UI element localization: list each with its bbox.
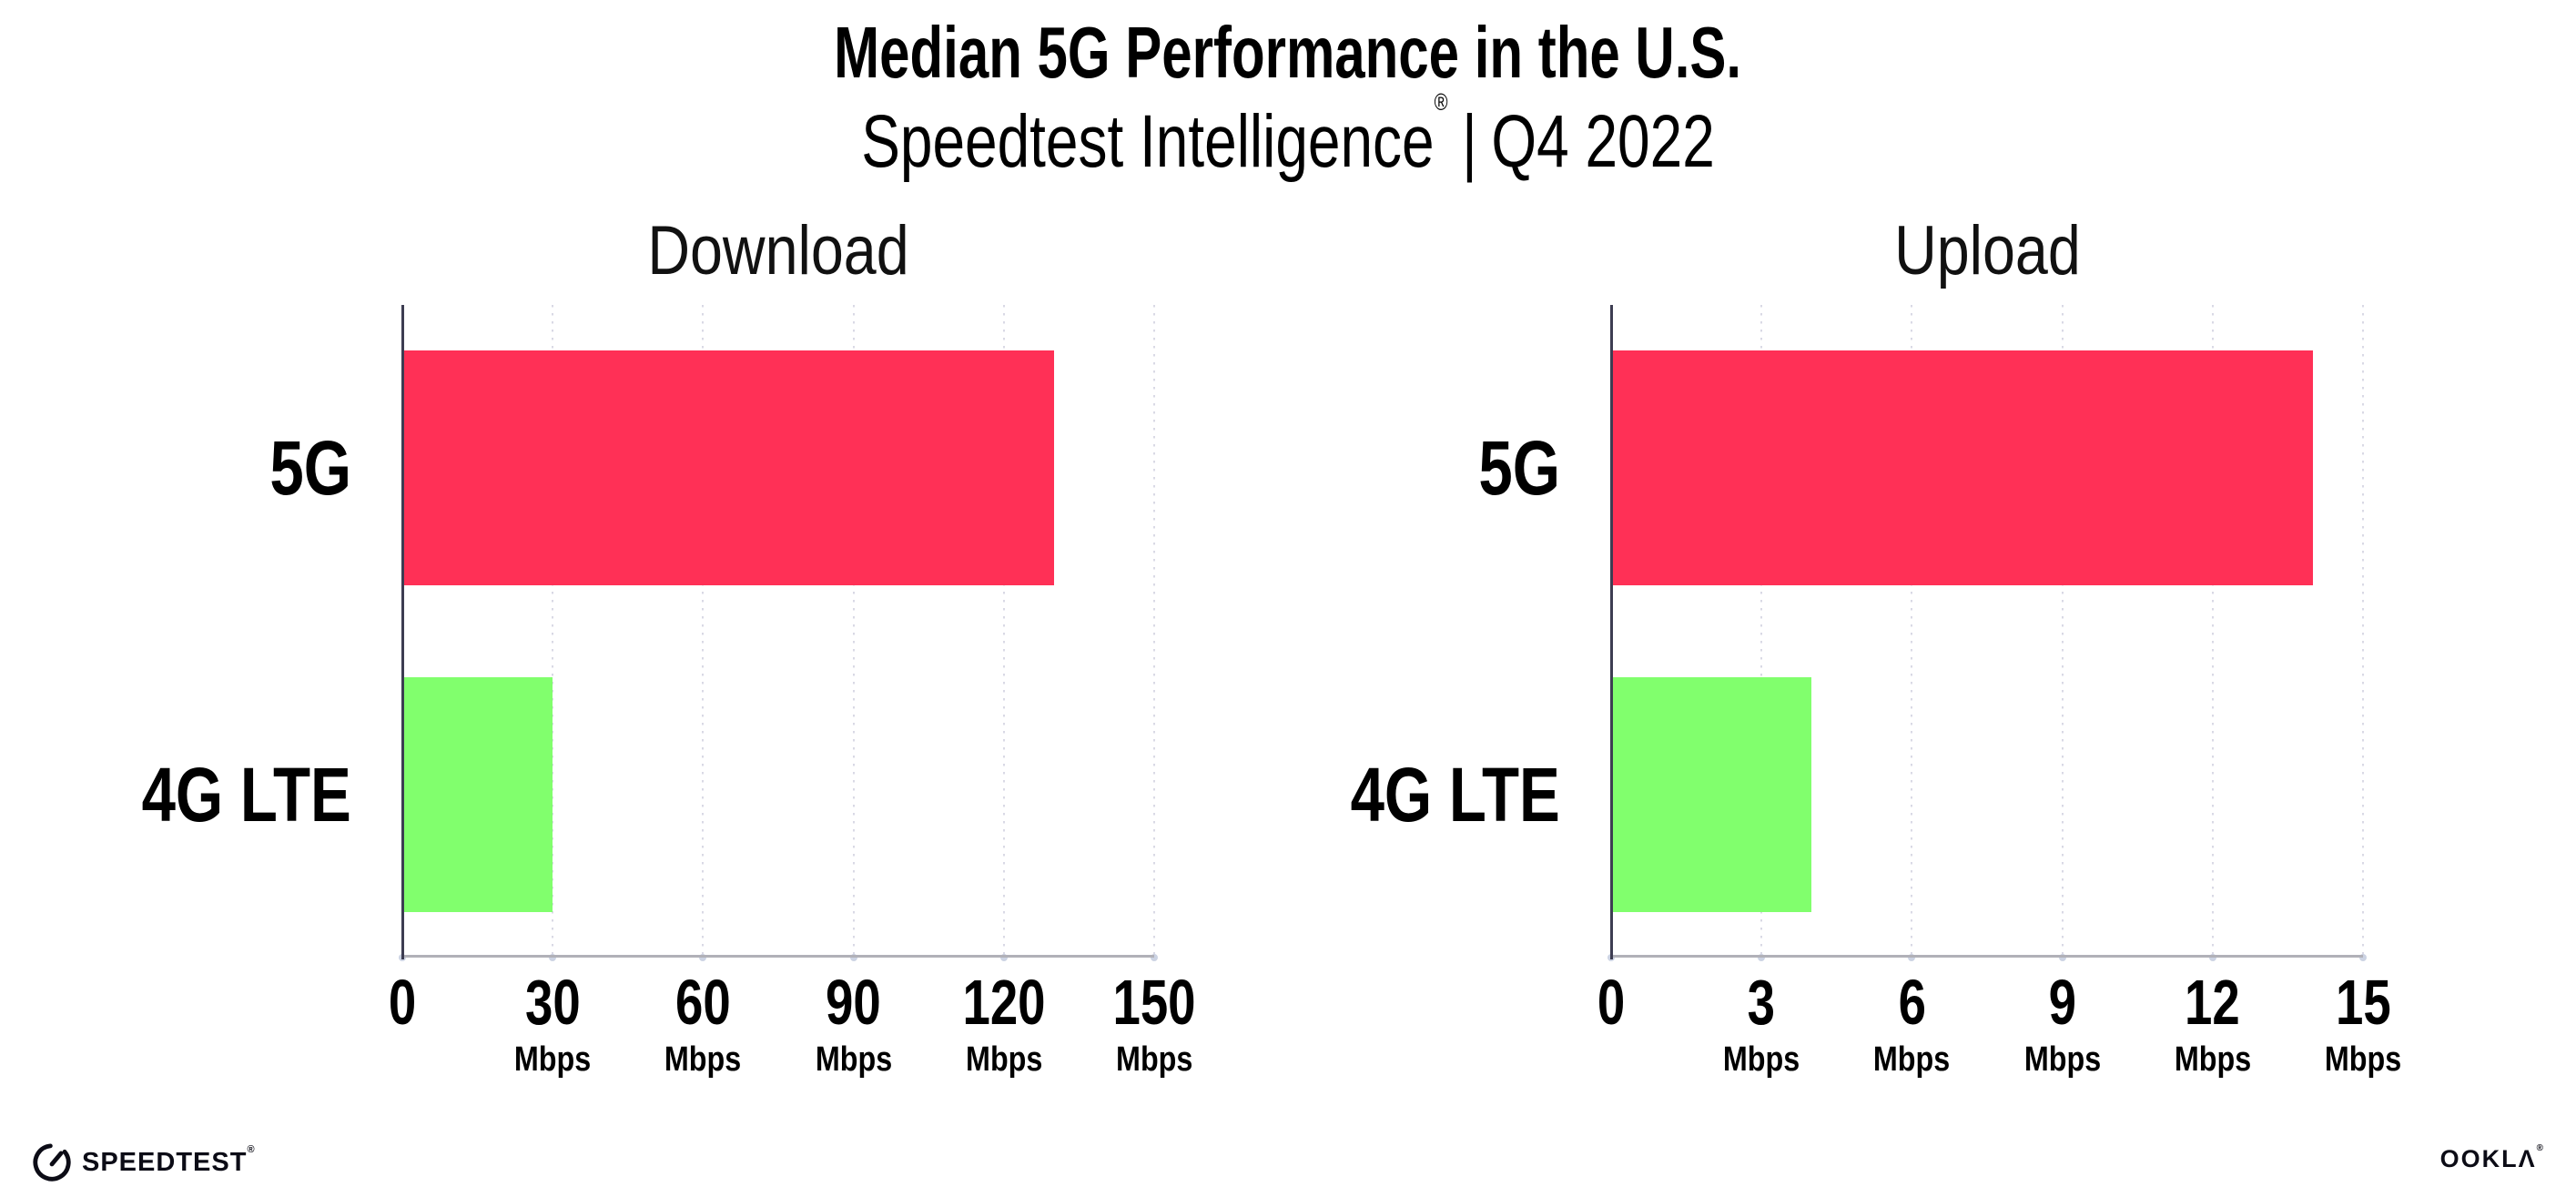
gridline — [2061, 305, 2064, 958]
category-label-text: 4G LTE — [141, 751, 351, 837]
gridline — [702, 305, 705, 958]
x-tick-90: 90 Mbps — [808, 970, 898, 1078]
speedtest-wordmark: SPEEDTEST® — [82, 1143, 256, 1177]
x-tick-value: 12 — [2185, 967, 2241, 1038]
x-tick-value: 0 — [1597, 967, 1626, 1038]
chart-title-text: Download — [647, 212, 909, 289]
bar-5g — [402, 350, 1054, 586]
tick-dot — [699, 954, 707, 961]
x-tick-labels: 0 3 Mbps 6 Mbps 9 Mbps 12 Mbps 15 Mbps — [1597, 970, 2401, 1098]
registered-mark: ® — [247, 1143, 256, 1155]
y-axis-line — [401, 305, 404, 959]
y-axis-line — [1610, 305, 1613, 959]
tick-dot — [2359, 954, 2367, 961]
category-label-text: 5G — [1478, 425, 1560, 512]
x-tick-15: 15 Mbps — [2317, 970, 2408, 1078]
x-tick-6: 6 Mbps — [1867, 970, 1957, 1078]
gridline — [1153, 305, 1155, 958]
x-tick-labels: 0 30 Mbps 60 Mbps 90 Mbps 120 Mbps 150 Mbps — [389, 970, 1196, 1098]
tick-dot — [1151, 954, 1158, 961]
x-tick-unit: Mbps — [1115, 1040, 1193, 1079]
x-tick-0: 0 — [1594, 970, 1629, 1034]
x-tick-3: 3 Mbps — [1717, 970, 1807, 1078]
ookla-wordmark: OOKLΛ — [2439, 1145, 2537, 1172]
x-tick-9: 9 Mbps — [2017, 970, 2107, 1078]
tick-dot — [999, 954, 1008, 961]
speedtest-logo: SPEEDTEST® — [31, 1141, 256, 1183]
x-tick-unit: Mbps — [2324, 1040, 2402, 1079]
chart-title-upload: Upload — [1611, 211, 2363, 291]
subtitle-brand: Speedtest Intelligence — [861, 100, 1435, 183]
category-label-text: 4G LTE — [1350, 751, 1560, 837]
x-tick-12: 12 Mbps — [2167, 970, 2257, 1078]
bar-4g-lte — [402, 676, 553, 912]
plot-area-download — [399, 305, 1158, 961]
speedometer-gauge-icon — [33, 1143, 71, 1182]
x-tick-unit: Mbps — [2174, 1040, 2251, 1079]
plot-area-upload — [1607, 305, 2367, 961]
x-tick-value: 30 — [524, 967, 581, 1038]
x-tick-value: 150 — [1112, 967, 1196, 1038]
x-tick-unit: Mbps — [514, 1040, 592, 1079]
gridline — [1002, 305, 1005, 958]
gridline — [2362, 305, 2364, 958]
subtitle-separator: | — [1462, 100, 1477, 183]
x-tick-unit: Mbps — [1723, 1040, 1800, 1079]
gridline — [852, 305, 855, 958]
x-tick-value: 0 — [388, 967, 417, 1038]
tick-dot — [849, 954, 857, 961]
chart-title-download: Download — [402, 211, 1154, 291]
bar-4g-lte — [1611, 676, 1812, 912]
chart-title-text: Upload — [1893, 212, 2081, 289]
ookla-logo: OOKLΛ® — [2439, 1143, 2545, 1173]
x-tick-unit: Mbps — [664, 1040, 742, 1079]
x-tick-value: 60 — [675, 967, 731, 1038]
tick-dot — [1758, 954, 1766, 961]
figure-subtitle: Speedtest Intelligence® | Q4 2022 — [0, 90, 2576, 188]
x-tick-120: 120 Mbps — [950, 970, 1057, 1078]
bar-5g — [1611, 350, 2313, 586]
figure-title-text: Median 5G Performance in the U.S. — [834, 12, 1742, 93]
x-tick-value: 3 — [1748, 967, 1776, 1038]
subtitle-period: Q4 2022 — [1491, 100, 1715, 183]
tick-dot — [549, 954, 557, 961]
x-tick-150: 150 Mbps — [1101, 970, 1208, 1078]
x-tick-0: 0 — [385, 970, 421, 1034]
x-tick-60: 60 Mbps — [658, 970, 748, 1078]
registered-mark: ® — [1434, 87, 1448, 116]
category-label-text: 5G — [269, 425, 351, 512]
x-axis-line — [402, 955, 1154, 958]
category-label-4g-lte: 4G LTE — [24, 755, 351, 835]
figure-title: Median 5G Performance in the U.S. — [0, 9, 2576, 96]
x-tick-value: 9 — [2048, 967, 2076, 1038]
tick-dot — [2208, 954, 2216, 961]
gridline — [2211, 305, 2214, 958]
registered-mark: ® — [2536, 1143, 2545, 1153]
x-tick-30: 30 Mbps — [508, 970, 598, 1078]
tick-dot — [2058, 954, 2066, 961]
x-tick-unit: Mbps — [2023, 1040, 2101, 1079]
x-axis-line — [1611, 955, 2363, 958]
x-tick-value: 90 — [826, 967, 881, 1038]
x-tick-value: 15 — [2335, 967, 2391, 1038]
category-label-5g: 5G — [1232, 428, 1560, 508]
category-label-5g: 5G — [24, 428, 351, 508]
gridline — [1760, 305, 1763, 958]
tick-dot — [1908, 954, 1916, 961]
x-tick-value: 6 — [1898, 967, 1926, 1038]
category-label-4g-lte: 4G LTE — [1232, 755, 1560, 835]
x-tick-value: 120 — [962, 967, 1046, 1038]
x-tick-unit: Mbps — [1873, 1040, 1951, 1079]
gridline — [1911, 305, 1913, 958]
x-tick-unit: Mbps — [815, 1040, 892, 1079]
x-tick-unit: Mbps — [965, 1040, 1042, 1079]
gridline — [552, 305, 554, 958]
